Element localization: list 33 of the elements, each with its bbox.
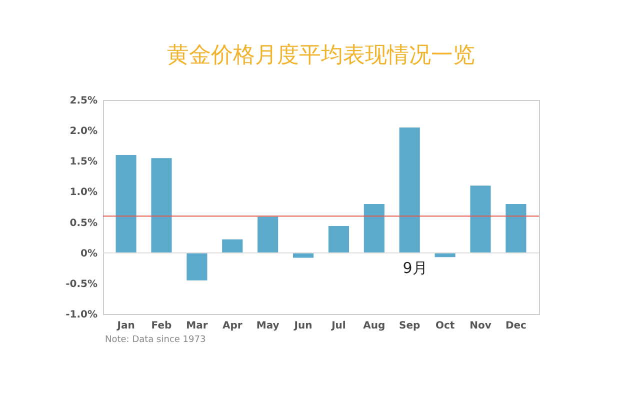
bar [186, 252, 208, 280]
x-tick-label: Nov [470, 320, 492, 332]
bar [506, 204, 526, 253]
y-tick-label: 2.0% [70, 126, 98, 138]
x-tick-label: Aug [363, 320, 386, 332]
text: Note: Data since 1973 [105, 335, 206, 345]
x-tick-label: Dec [505, 320, 527, 332]
x-tick-label: Jul [330, 320, 346, 332]
y-tick-label: 0.5% [70, 218, 98, 229]
y-tick-label: 0% [80, 248, 98, 260]
y-tick-label: 2.5% [70, 96, 98, 106]
y-tick-label: 1.0% [70, 187, 98, 198]
bar [116, 155, 136, 253]
y-tick-label: -1.0% [66, 310, 98, 320]
bar [399, 128, 420, 253]
y-tick-label: -0.5% [66, 278, 98, 290]
annotation: 9月 [402, 259, 428, 277]
chart-title: 黄金价格月度平均表现情况一览 [167, 43, 475, 68]
bar [222, 239, 243, 253]
x-tick-label: Mar [186, 320, 208, 332]
x-tick-label: Oct [435, 320, 455, 332]
bar [328, 226, 350, 253]
x-tick-label: Jan [116, 320, 135, 332]
x-tick-label: Jun [293, 320, 312, 332]
y-tick-label: 1.5% [70, 156, 98, 168]
bar [151, 158, 172, 253]
x-tick-label: May [256, 320, 280, 332]
bar [364, 204, 384, 253]
x-tick-label: Apr [222, 320, 242, 332]
bar [258, 216, 278, 253]
x-tick-label: Feb [151, 320, 172, 332]
x-tick-label: Sep [399, 320, 420, 332]
bar [470, 186, 491, 253]
